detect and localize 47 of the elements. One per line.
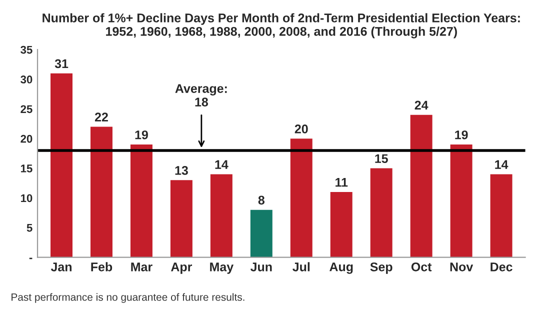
bar	[170, 180, 192, 258]
data-label: 13	[175, 166, 188, 175]
bar	[290, 138, 312, 258]
data-label: 19	[455, 130, 468, 140]
x-tick-label: Feb	[91, 262, 112, 272]
x-tick-label: Jul	[292, 262, 310, 272]
x-tick-label: Nov	[450, 262, 474, 272]
bar	[210, 174, 232, 258]
x-tick-label: Apr	[170, 262, 192, 274]
data-label: 31	[54, 59, 68, 68]
x-tick-label: Aug	[330, 262, 353, 274]
ref-line-label: Average: 18	[175, 84, 227, 106]
x-tick-label: Oct	[411, 262, 432, 272]
data-label: 8	[258, 196, 265, 205]
y-tick-label: 30	[20, 76, 32, 84]
x-tick-label: Sep	[370, 262, 392, 274]
bar	[410, 114, 432, 258]
bar	[50, 73, 73, 258]
x-tick-label: Mar	[131, 262, 152, 272]
data-label: 14	[215, 160, 228, 169]
x-tick-label: Dec	[490, 262, 512, 272]
y-tick-label: 15	[21, 164, 32, 172]
data-label: 15	[375, 154, 388, 164]
bar	[90, 126, 112, 258]
bar	[490, 174, 512, 258]
y-tick-label: 25	[20, 105, 32, 114]
x-tick-label: May	[210, 262, 234, 274]
y-tick-label: 20	[20, 134, 32, 143]
bar	[330, 192, 352, 258]
text: Past performance is no guarantee of future results.	[12, 293, 244, 303]
data-label: 24	[414, 100, 428, 110]
bar	[250, 210, 272, 258]
x-tick-label: Jan	[50, 262, 72, 272]
bar	[130, 144, 152, 258]
y-tick-label: 5	[26, 224, 32, 232]
y-tick-label: 10	[21, 194, 32, 202]
chart-title: Number of 1%+ Decline Days Per Month of 2nd-Term Presidential Election Years: 1952, 1960, 1968, 1988, 2000, 2008, and 2016 (Through 5/27)	[42, 13, 520, 38]
data-label: 20	[294, 124, 308, 134]
data-label: 22	[94, 112, 108, 122]
x-tick-label: Jun	[250, 262, 272, 272]
bar	[450, 144, 472, 258]
data-label: 14	[495, 160, 508, 169]
y-tick-label: -	[29, 258, 32, 260]
data-label: 11	[336, 178, 348, 187]
data-label: 19	[135, 130, 148, 140]
bar	[370, 168, 392, 258]
y-tick-label: 35	[20, 46, 32, 54]
